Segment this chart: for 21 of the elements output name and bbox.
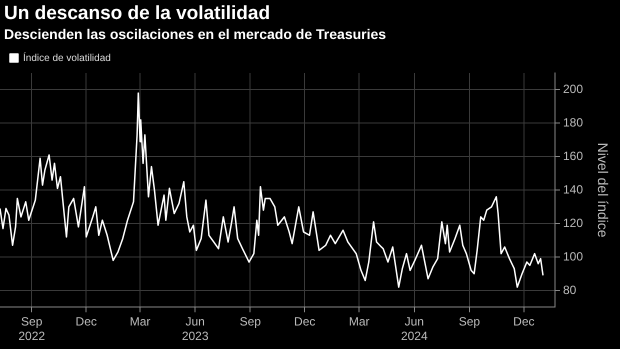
x-tick-label: Mar	[348, 314, 370, 329]
x-tick-label: Sep 2022	[18, 314, 46, 344]
x-tick-label: Mar	[130, 314, 150, 329]
x-tick-label: Dec	[294, 314, 316, 329]
chart-title: Un descanso de la volatilidad	[4, 3, 272, 25]
x-tick-label: Jun 2024	[400, 314, 428, 344]
x-tick-label: Sep	[458, 314, 480, 329]
chart-subtitle: Descienden las oscilaciones en el mercado de Treasuries	[4, 25, 388, 43]
y-axis-title: Nivel del índice	[595, 142, 612, 238]
y-tick-label: 180	[562, 116, 584, 130]
y-tick-label: 140	[562, 182, 584, 196]
x-tick-label: Jun 2023	[182, 314, 209, 344]
x-tick-label: Dec	[76, 314, 97, 329]
x-tick-label: Sep	[240, 314, 262, 329]
y-tick-label: 80	[562, 282, 577, 297]
x-tick-label: Dec	[513, 314, 535, 329]
y-tick-label: 100	[562, 249, 584, 264]
legend-label: Índice de volatilidad	[23, 52, 111, 64]
y-tick-label: 160	[562, 148, 584, 163]
y-tick-label: 120	[562, 216, 584, 230]
y-tick-label: 200	[562, 82, 584, 96]
